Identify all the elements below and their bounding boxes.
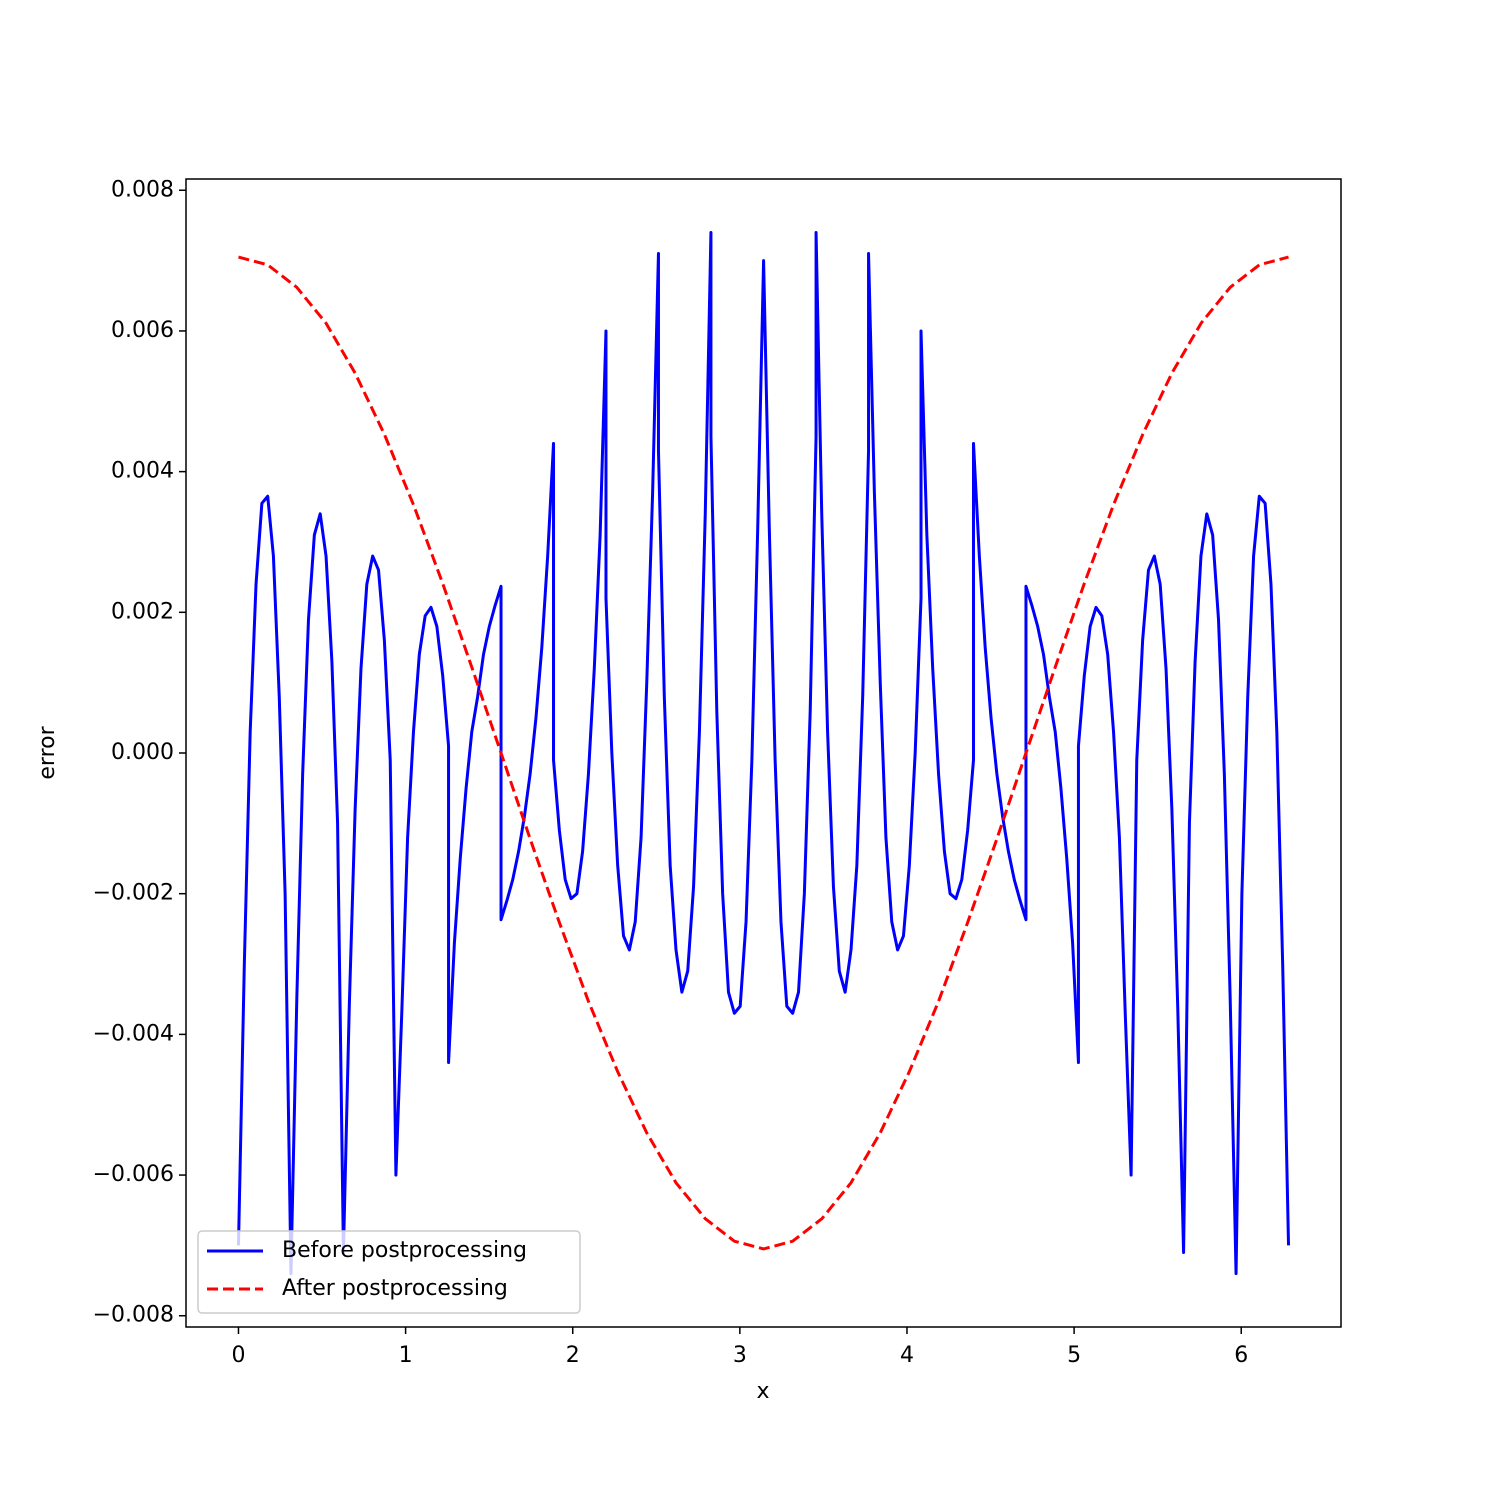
- x-axis-label: x: [756, 1379, 769, 1404]
- y-tick-label: −0.002: [93, 881, 174, 906]
- x-tick-label: 0: [231, 1343, 245, 1368]
- y-tick-label: −0.006: [93, 1162, 174, 1187]
- plot-frame: [185, 178, 1342, 1328]
- line-series: [236, 230, 1291, 1276]
- x-tick-label: 2: [566, 1343, 580, 1368]
- y-tick-label: 0.008: [111, 177, 174, 202]
- x-tick-label: 1: [399, 1343, 413, 1368]
- y-tick-label: 0.000: [111, 740, 174, 765]
- legend-box: [197, 1230, 581, 1314]
- plot-area: [236, 230, 1291, 1276]
- legend-label: After postprocessing: [282, 1276, 508, 1301]
- y-tick-label: 0.002: [111, 599, 174, 624]
- y-tick-label: −0.004: [93, 1021, 174, 1046]
- x-tick-label: 6: [1234, 1343, 1248, 1368]
- x-tick-label: 3: [733, 1343, 747, 1368]
- x-tick-label: 5: [1067, 1343, 1081, 1368]
- x-tick-label: 4: [900, 1343, 914, 1368]
- y-tick-label: 0.004: [111, 459, 174, 484]
- legend-label: Before postprocessing: [282, 1238, 527, 1263]
- y-tick-label: −0.008: [93, 1303, 174, 1328]
- y-tick-label: 0.006: [111, 318, 174, 343]
- y-axis-label: error: [35, 725, 60, 779]
- line-series: [238, 255, 1289, 1251]
